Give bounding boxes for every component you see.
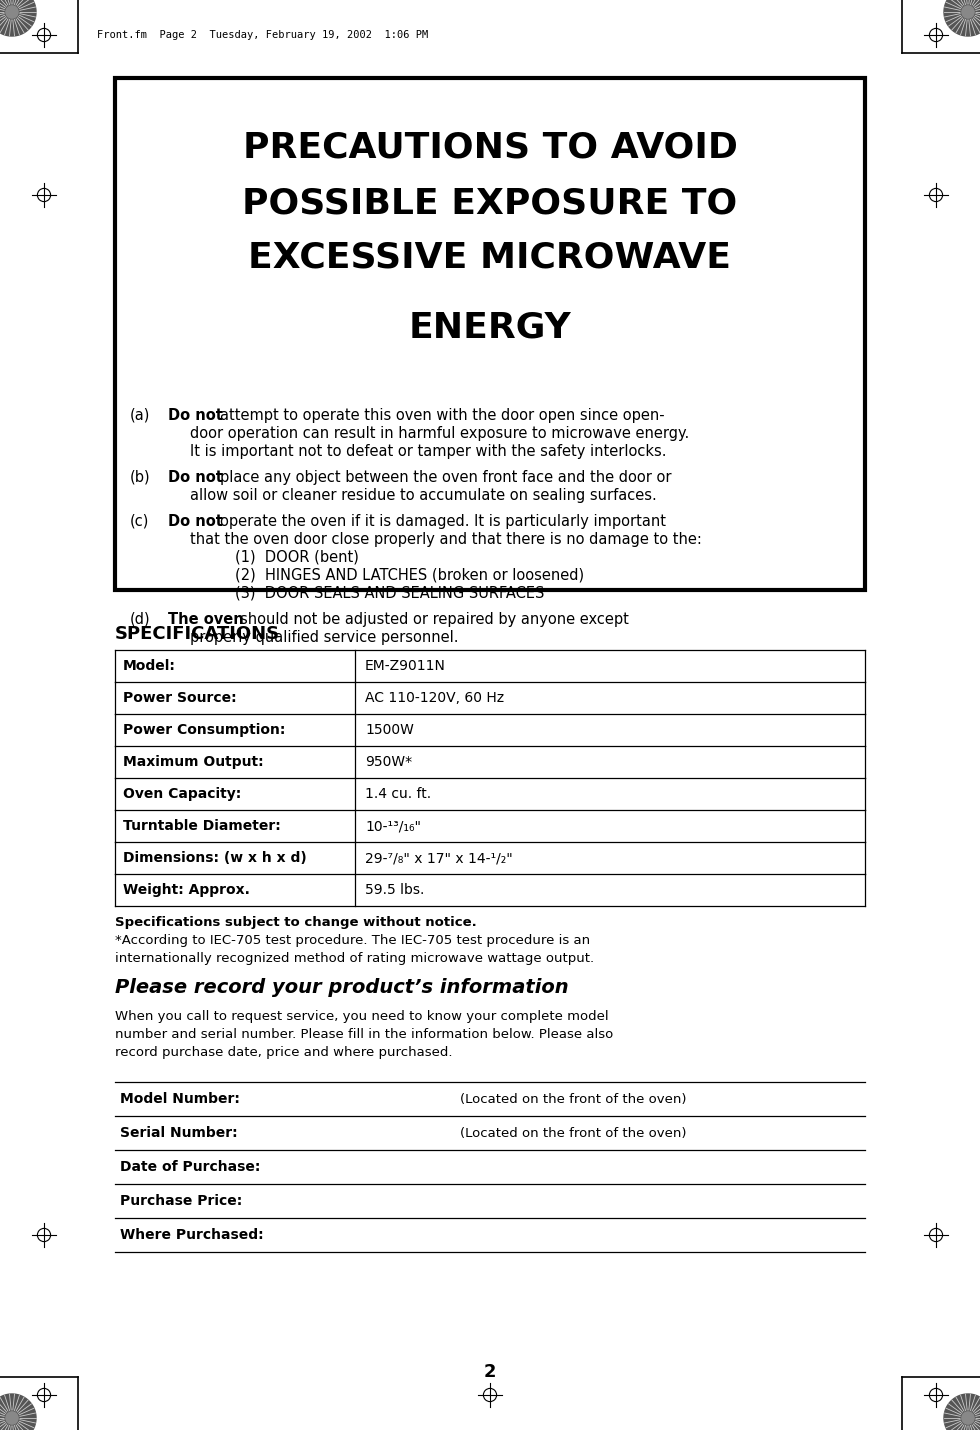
Text: Do not: Do not bbox=[168, 470, 222, 485]
Text: When you call to request service, you need to know your complete model: When you call to request service, you ne… bbox=[115, 1010, 609, 1022]
Text: operate the oven if it is damaged. It is particularly important: operate the oven if it is damaged. It is… bbox=[220, 513, 666, 529]
Text: 59.5 lbs.: 59.5 lbs. bbox=[365, 882, 424, 897]
Text: PRECAUTIONS TO AVOID: PRECAUTIONS TO AVOID bbox=[243, 132, 737, 164]
Text: that the oven door close properly and that there is no damage to the:: that the oven door close properly and th… bbox=[190, 532, 702, 548]
Text: internationally recognized method of rating microwave wattage output.: internationally recognized method of rat… bbox=[115, 952, 594, 965]
Polygon shape bbox=[0, 0, 36, 36]
Text: 950W*: 950W* bbox=[365, 755, 413, 769]
Text: 1.4 cu. ft.: 1.4 cu. ft. bbox=[365, 787, 431, 801]
Text: Maximum Output:: Maximum Output: bbox=[123, 755, 264, 769]
Text: Turntable Diameter:: Turntable Diameter: bbox=[123, 819, 280, 834]
Text: EM-Z9011N: EM-Z9011N bbox=[365, 659, 446, 674]
Text: It is important not to defeat or tamper with the safety interlocks.: It is important not to defeat or tamper … bbox=[190, 443, 666, 459]
Polygon shape bbox=[944, 1394, 980, 1430]
Text: (b): (b) bbox=[130, 470, 151, 485]
Text: (Located on the front of the oven): (Located on the front of the oven) bbox=[460, 1093, 687, 1105]
Text: Specifications subject to change without notice.: Specifications subject to change without… bbox=[115, 917, 476, 930]
Text: Do not: Do not bbox=[168, 513, 222, 529]
Text: door operation can result in harmful exposure to microwave energy.: door operation can result in harmful exp… bbox=[190, 426, 689, 440]
Circle shape bbox=[5, 1411, 20, 1426]
Text: attempt to operate this oven with the door open since open-: attempt to operate this oven with the do… bbox=[220, 408, 664, 423]
Text: properly qualified service personnel.: properly qualified service personnel. bbox=[190, 631, 459, 645]
Circle shape bbox=[960, 1411, 975, 1426]
Text: (a): (a) bbox=[130, 408, 150, 423]
Text: (d): (d) bbox=[130, 612, 151, 626]
Text: POSSIBLE EXPOSURE TO: POSSIBLE EXPOSURE TO bbox=[242, 186, 738, 220]
Text: SPECIFICATIONS: SPECIFICATIONS bbox=[115, 625, 280, 644]
Circle shape bbox=[5, 4, 20, 19]
Polygon shape bbox=[944, 0, 980, 36]
Text: AC 110-120V, 60 Hz: AC 110-120V, 60 Hz bbox=[365, 691, 504, 705]
Text: 29-⁷/₈" x 17" x 14-¹/₂": 29-⁷/₈" x 17" x 14-¹/₂" bbox=[365, 851, 513, 865]
Text: Do not: Do not bbox=[168, 408, 222, 423]
Text: (3)  DOOR SEALS AND SEALING SURFACES: (3) DOOR SEALS AND SEALING SURFACES bbox=[235, 586, 544, 601]
Text: Model Number:: Model Number: bbox=[120, 1093, 240, 1105]
Text: Model:: Model: bbox=[123, 659, 175, 674]
Text: (Located on the front of the oven): (Located on the front of the oven) bbox=[460, 1127, 687, 1140]
Text: 10-¹³/₁₆": 10-¹³/₁₆" bbox=[365, 819, 421, 834]
Text: Where Purchased:: Where Purchased: bbox=[120, 1228, 264, 1243]
Text: Serial Number:: Serial Number: bbox=[120, 1125, 237, 1140]
Text: (c): (c) bbox=[130, 513, 149, 529]
Text: Oven Capacity:: Oven Capacity: bbox=[123, 787, 241, 801]
Text: 1500W: 1500W bbox=[365, 724, 414, 736]
Polygon shape bbox=[0, 1394, 36, 1430]
Text: place any object between the oven front face and the door or: place any object between the oven front … bbox=[220, 470, 671, 485]
Text: should not be adjusted or repaired by anyone except: should not be adjusted or repaired by an… bbox=[240, 612, 629, 626]
Text: Dimensions: (w x h x d): Dimensions: (w x h x d) bbox=[123, 851, 307, 865]
Text: number and serial number. Please fill in the information below. Please also: number and serial number. Please fill in… bbox=[115, 1028, 613, 1041]
Text: (2)  HINGES AND LATCHES (broken or loosened): (2) HINGES AND LATCHES (broken or loosen… bbox=[235, 568, 584, 583]
Text: 2: 2 bbox=[484, 1363, 496, 1381]
Text: Front.fm  Page 2  Tuesday, February 19, 2002  1:06 PM: Front.fm Page 2 Tuesday, February 19, 20… bbox=[97, 30, 428, 40]
Text: Please record your product’s information: Please record your product’s information bbox=[115, 978, 568, 997]
Text: *According to IEC-705 test procedure. The IEC-705 test procedure is an: *According to IEC-705 test procedure. Th… bbox=[115, 934, 590, 947]
Text: EXCESSIVE MICROWAVE: EXCESSIVE MICROWAVE bbox=[249, 242, 731, 275]
Bar bbox=[115, 79, 865, 591]
Text: ENERGY: ENERGY bbox=[409, 310, 571, 345]
Text: allow soil or cleaner residue to accumulate on sealing surfaces.: allow soil or cleaner residue to accumul… bbox=[190, 488, 657, 503]
Circle shape bbox=[960, 4, 975, 19]
Text: (1)  DOOR (bent): (1) DOOR (bent) bbox=[235, 551, 359, 565]
Text: Purchase Price:: Purchase Price: bbox=[120, 1194, 242, 1208]
Text: Power Source:: Power Source: bbox=[123, 691, 236, 705]
Text: record purchase date, price and where purchased.: record purchase date, price and where pu… bbox=[115, 1045, 453, 1060]
Text: The oven: The oven bbox=[168, 612, 244, 626]
Text: Weight: Approx.: Weight: Approx. bbox=[123, 882, 250, 897]
Text: Date of Purchase:: Date of Purchase: bbox=[120, 1160, 261, 1174]
Text: Power Consumption:: Power Consumption: bbox=[123, 724, 285, 736]
